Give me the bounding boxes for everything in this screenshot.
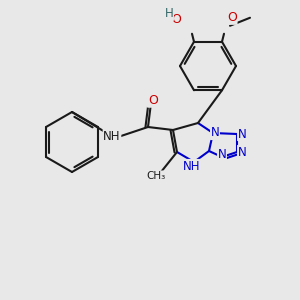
Text: NH: NH xyxy=(183,160,201,172)
Text: O: O xyxy=(148,94,158,106)
Text: H: H xyxy=(165,7,173,20)
Text: O: O xyxy=(227,11,237,24)
Text: NH: NH xyxy=(103,130,121,142)
Text: CH₃: CH₃ xyxy=(146,171,166,181)
Text: N: N xyxy=(218,148,226,160)
Text: N: N xyxy=(211,127,219,140)
Text: O: O xyxy=(171,13,181,26)
Text: N: N xyxy=(238,128,246,140)
Text: N: N xyxy=(238,146,246,158)
